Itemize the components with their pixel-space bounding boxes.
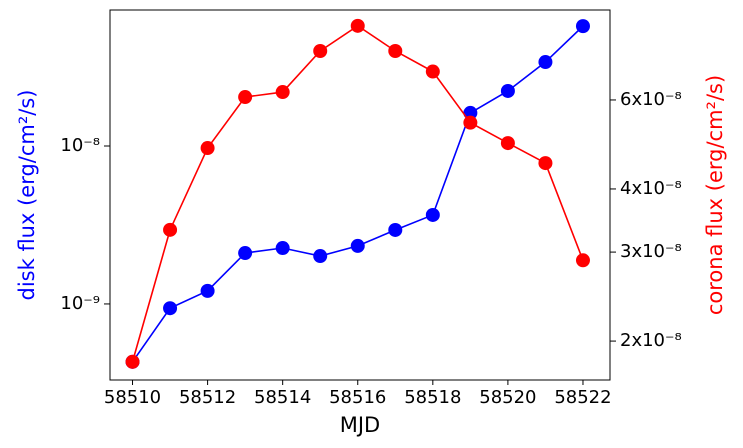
data-point (463, 115, 478, 130)
data-point (463, 105, 478, 120)
y2-tick-label: 6x10⁻⁸ (620, 89, 682, 110)
y-tick-label: 10⁻⁹ (60, 293, 100, 314)
x-tick-label: 58512 (179, 387, 236, 408)
data-point (163, 301, 178, 316)
data-point (575, 19, 590, 34)
data-point (388, 222, 403, 237)
y2-tick-label: 4x10⁻⁸ (620, 178, 682, 199)
data-point (388, 43, 403, 58)
y2-tick-label: 2x10⁻⁸ (620, 330, 682, 351)
data-point (238, 246, 253, 261)
x-tick-label: 58516 (329, 387, 386, 408)
y2-axis-label: corona flux (erg/cm²/s) (703, 75, 727, 315)
data-point (425, 207, 440, 222)
data-point (425, 64, 440, 79)
data-point (538, 55, 553, 70)
series-line (131, 24, 584, 362)
data-point (275, 85, 290, 100)
x-tick-label: 58522 (554, 387, 611, 408)
data-point (313, 249, 328, 264)
data-point (500, 83, 515, 98)
data-point (125, 354, 140, 369)
data-point (163, 222, 178, 237)
data-point (350, 238, 365, 253)
data-point (575, 253, 590, 268)
data-point (200, 283, 215, 298)
data-point (238, 90, 253, 105)
data-point (313, 43, 328, 58)
data-point (350, 18, 365, 33)
data-point (275, 241, 290, 256)
plot-frame (109, 9, 611, 381)
y2-tick-label: 3x10⁻⁸ (620, 241, 682, 262)
series-line (131, 25, 584, 363)
data-point (500, 136, 515, 151)
data-point (200, 141, 215, 156)
x-tick-label: 58520 (479, 387, 536, 408)
x-axis-label: MJD (340, 413, 380, 437)
y-axis-label: disk flux (erg/cm²/s) (15, 90, 39, 301)
y-tick-label: 10⁻⁸ (60, 135, 100, 156)
x-tick-label: 58518 (404, 387, 461, 408)
x-tick-label: 58514 (254, 387, 311, 408)
x-tick-label: 58510 (104, 387, 161, 408)
data-point (538, 156, 553, 171)
